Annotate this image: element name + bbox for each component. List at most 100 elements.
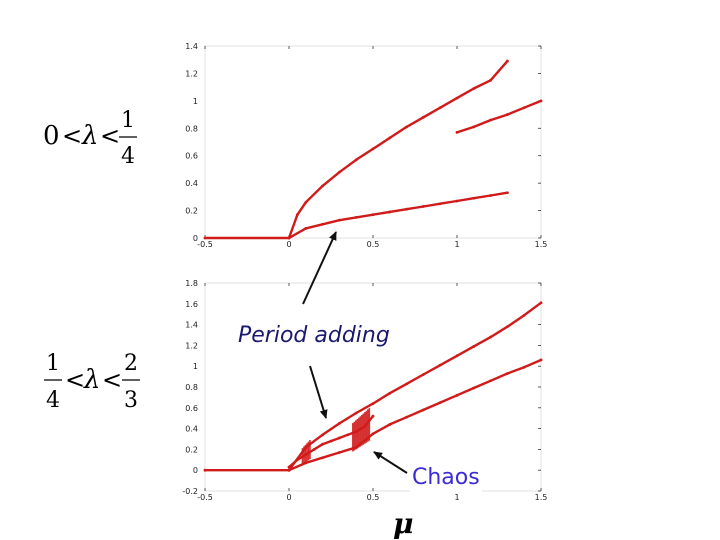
bifurcation-plot-top: -0.5 0 0.5 1 1.500.20.40.60.811.21.4	[185, 42, 547, 249]
bottom-x-tick-label: 1.5	[535, 493, 548, 502]
top-y-tick-label: 1	[193, 97, 198, 106]
condition-lambda-range-1: 0 < λ < 1 4	[43, 108, 137, 169]
top-series-1-point	[354, 158, 358, 162]
top-series-3-point	[506, 113, 509, 116]
top-series-2-point	[489, 194, 492, 197]
bottom-x-tick-label: 0	[286, 493, 291, 502]
top-series-3-point	[455, 131, 459, 134]
cond2-denominator-1: 4	[46, 388, 60, 413]
top-series-3-point	[539, 99, 543, 103]
top-y-tick-label: 1.2	[185, 69, 198, 78]
bottom-series-3-point	[329, 439, 333, 443]
top-series-3-point	[472, 125, 476, 129]
chaos-label: Chaos	[412, 465, 480, 490]
bottom-y-tick-label: 1.2	[185, 341, 198, 350]
top-series-1-point	[296, 213, 299, 217]
top-y-tick-label: 0.4	[185, 179, 198, 188]
period-adding-arrow-down	[309, 365, 328, 419]
bottom-series-3-point	[321, 442, 324, 446]
cond2-numerator-1: 1	[46, 351, 60, 376]
top-y-tick-label: 0	[193, 234, 198, 243]
top-series-1-point	[422, 115, 425, 119]
bottom-x-tick-label: 0.5	[367, 493, 380, 502]
bottom-series-2-point	[338, 451, 341, 454]
bottom-series-2-point	[438, 401, 442, 404]
bottom-series-3-point	[312, 448, 316, 451]
top-series-2-point	[438, 202, 442, 206]
bottom-series-1-point	[388, 391, 392, 395]
period-adding-label: Period adding	[238, 323, 390, 348]
top-series-1-point	[472, 87, 476, 90]
bottom-y-tick-label: 0.8	[185, 383, 198, 392]
bottom-series-1	[287, 301, 543, 472]
bottom-series-2-point	[455, 393, 459, 397]
top-x-tick-label: 1.5	[535, 240, 548, 249]
bottom-series-0-point	[203, 468, 207, 472]
bottom-y-tick-label: 1.6	[185, 300, 198, 309]
top-y-tick-label: 0.2	[185, 207, 198, 216]
bottom-series-3-point	[371, 414, 375, 418]
chaos-arrow	[373, 451, 408, 474]
top-series-2	[287, 191, 509, 240]
bottom-y-tick-label: -0.2	[182, 487, 198, 496]
top-y-tick-label: 0.6	[185, 152, 198, 161]
bottom-series-1-point	[321, 433, 324, 437]
top-series-2-point	[506, 191, 509, 195]
cond2-denominator-2: 3	[124, 388, 138, 413]
bottom-series-3-point	[346, 433, 350, 437]
bottom-plot-frame	[204, 282, 542, 492]
top-x-tick-label: -0.5	[197, 240, 213, 249]
top-series-3-point	[489, 118, 492, 122]
top-series-3-point	[522, 106, 526, 110]
bottom-series-1-point	[354, 411, 358, 415]
bottom-series-2-point	[489, 379, 492, 383]
period-adding-arrow-up	[302, 231, 337, 305]
chaos-label-bg	[410, 462, 482, 492]
bottom-series-2-point	[522, 365, 526, 369]
top-series-2-point	[287, 236, 291, 240]
bottom-y-tick-label: 1	[193, 362, 198, 371]
top-x-tick-label: 1	[454, 240, 459, 249]
top-series-2-point	[388, 210, 392, 214]
bottom-series-2-point	[287, 468, 291, 472]
bottom-series-2-point	[405, 415, 408, 419]
bottom-series-3-point	[296, 458, 299, 462]
top-series-2-point	[321, 222, 324, 226]
bottom-y-tick-label: 0	[193, 466, 198, 475]
top-series-1-point	[489, 78, 492, 82]
bottom-series-2-point	[472, 386, 476, 390]
bottom-y-tick-label: 0.2	[185, 445, 198, 454]
top-series-1-point	[405, 125, 408, 129]
bottom-series-1-point	[489, 335, 492, 339]
top-series-2-point	[455, 199, 459, 203]
bifurcation-plot-bottom: -0.5 0 0.5 1 1.5 -0.2 0 0.2 0.4 0.6 0.8 1 1.2 1.4 1.6 1…	[182, 279, 547, 502]
top-series-1-point	[321, 184, 324, 188]
top-series-1-point	[338, 170, 341, 174]
bottom-series-1-point	[438, 363, 442, 367]
cond1-denominator: 4	[121, 144, 135, 169]
bottom-series-1-point	[539, 301, 543, 305]
top-series-3	[455, 99, 543, 134]
bottom-chaos-band-0	[301, 439, 311, 465]
bottom-y-tick-label: 0.4	[185, 425, 198, 434]
bottom-series-1-point	[405, 382, 408, 386]
top-series-2-point	[371, 213, 375, 217]
bottom-series-2-point	[371, 432, 375, 436]
bottom-series-1-point	[338, 422, 341, 425]
cond1-numerator: 1	[121, 108, 135, 133]
top-plot-frame	[204, 45, 542, 239]
top-y-tick-label: 1.4	[185, 42, 198, 51]
bottom-series-2-point	[539, 358, 543, 362]
bottom-series-1-point	[522, 313, 526, 317]
top-x-tick-label: 0	[286, 240, 291, 249]
cond1-lt-1: <	[62, 122, 82, 150]
top-series-2-point	[338, 218, 341, 222]
bottom-y-tick-label: 1.4	[185, 321, 198, 330]
cond1-lt-2: <	[100, 122, 120, 150]
top-series-2-point	[304, 227, 308, 230]
top-series-2-point	[354, 216, 358, 219]
bottom-series-2-point	[321, 456, 324, 460]
top-y-tick-label: 0.8	[185, 124, 198, 133]
cond2-lt-1: <	[65, 366, 85, 394]
